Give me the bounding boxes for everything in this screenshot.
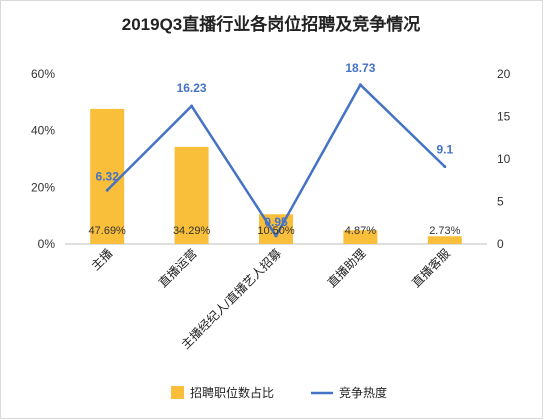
line-point xyxy=(358,83,362,87)
bar-data-label: 10.50% xyxy=(257,225,295,237)
category-label: 直播客服 xyxy=(408,246,453,291)
y-right-tick-label: 0 xyxy=(497,237,504,251)
line-data-label: 16.23 xyxy=(177,81,207,95)
bar xyxy=(174,146,209,244)
bar xyxy=(90,108,125,245)
legend-line-label: 竞争热度 xyxy=(339,385,387,400)
y-left-tick-label: 0% xyxy=(38,237,56,251)
y-left-tick-label: 20% xyxy=(31,180,55,194)
chart-title: 2019Q3直播行业各岗位招聘及竞争情况 xyxy=(122,14,421,34)
bar-data-label: 2.73% xyxy=(429,225,460,237)
y-right-tick-label: 15 xyxy=(497,110,511,124)
y-right-tick-label: 10 xyxy=(497,152,511,166)
bar xyxy=(427,236,462,244)
line-data-label: 18.73 xyxy=(345,61,375,75)
y-right-tick-label: 5 xyxy=(497,195,504,209)
category-label: 直播运营 xyxy=(156,246,200,290)
category-label: 主播经纪人/直播艺人招募 xyxy=(179,246,285,352)
line-point xyxy=(443,165,447,169)
line-point xyxy=(105,188,109,192)
y-right-tick-label: 20 xyxy=(497,67,511,81)
line-data-label: 0.95 xyxy=(264,215,288,229)
bar-data-label: 34.29% xyxy=(173,225,211,237)
bar xyxy=(343,230,378,244)
legend-bar-label: 招聘职位数占比 xyxy=(190,385,274,400)
y-left-tick-label: 40% xyxy=(31,124,55,138)
bar-data-label: 47.69% xyxy=(89,225,127,237)
line-point xyxy=(274,234,278,238)
line-data-label: 6.32 xyxy=(96,169,120,183)
series-line xyxy=(106,83,446,238)
category-label: 直播助理 xyxy=(325,246,369,290)
y-left-tick-label: 60% xyxy=(31,67,55,81)
line-data-label: 9.1 xyxy=(436,143,453,157)
line-point xyxy=(190,104,194,108)
category-label: 主播 xyxy=(88,246,115,273)
legend-bar-swatch xyxy=(171,386,184,399)
bar-data-label: 4.87% xyxy=(345,225,376,237)
